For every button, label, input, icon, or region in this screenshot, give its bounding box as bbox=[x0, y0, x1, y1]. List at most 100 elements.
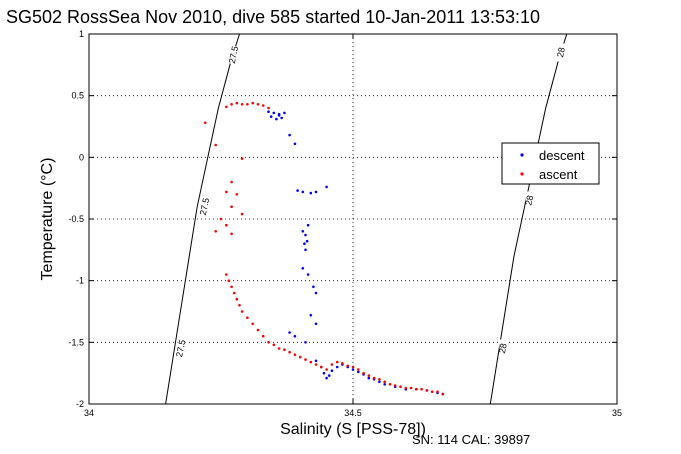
axis-ticks: 34 34.5 35 -2 -1.5 -1 -0.5 0 0.5 1 bbox=[68, 29, 622, 418]
data-point-descent bbox=[293, 142, 297, 146]
plot-area: 27.5 27.5 27.5 28 28 28 34 34.5 35 -2 -1.5 -1 -0.5 0… bbox=[68, 29, 622, 418]
data-point-ascent bbox=[235, 297, 239, 301]
data-point-ascent bbox=[246, 103, 249, 106]
data-point-descent bbox=[283, 111, 286, 115]
contour-label-gap bbox=[557, 43, 566, 62]
data-point-descent bbox=[383, 383, 387, 386]
data-point-descent bbox=[304, 341, 307, 344]
data-point-ascent bbox=[277, 347, 281, 350]
data-point-ascent bbox=[393, 384, 397, 387]
data-point-descent bbox=[288, 133, 291, 137]
data-point-descent bbox=[301, 267, 305, 270]
chart-title: SG502 RossSea Nov 2010, dive 585 started… bbox=[6, 7, 540, 27]
data-point-ascent bbox=[251, 101, 254, 105]
data-point-ascent bbox=[420, 387, 423, 391]
data-point-descent bbox=[309, 191, 313, 195]
data-point-ascent bbox=[225, 190, 228, 194]
data-point-descent bbox=[280, 116, 284, 120]
data-point-ascent bbox=[240, 212, 244, 216]
data-point-ascent bbox=[214, 230, 217, 233]
data-point-descent bbox=[378, 380, 381, 384]
data-point-ascent bbox=[251, 322, 254, 326]
data-point-ascent bbox=[309, 360, 313, 364]
legend: descent ascent bbox=[501, 142, 600, 185]
legend-label-ascent: ascent bbox=[539, 167, 578, 182]
data-point-descent bbox=[293, 334, 297, 338]
data-point-ascent bbox=[409, 386, 413, 390]
data-point-descent bbox=[314, 190, 318, 194]
data-point-ascent bbox=[378, 378, 381, 381]
legend-label-descent: descent bbox=[539, 148, 585, 163]
data-point-ascent bbox=[399, 385, 402, 389]
data-point-ascent bbox=[415, 387, 418, 391]
contour-label-gap bbox=[177, 339, 186, 358]
data-point-ascent bbox=[320, 365, 323, 369]
density-contour-line bbox=[165, 33, 240, 405]
data-point-descent bbox=[269, 115, 273, 118]
data-point-descent bbox=[330, 369, 334, 373]
x-tick-label: 35 bbox=[612, 408, 622, 418]
data-point-ascent bbox=[267, 106, 270, 110]
data-point-descent bbox=[335, 365, 339, 369]
data-point-ascent bbox=[288, 350, 291, 354]
contour-label-gap bbox=[499, 339, 508, 358]
data-point-ascent bbox=[230, 232, 233, 236]
data-point-descent bbox=[309, 313, 313, 317]
contour-label: 28 bbox=[523, 194, 535, 206]
data-point-descent bbox=[304, 248, 307, 252]
density-contours: 27.5 27.5 27.5 28 28 28 bbox=[165, 33, 568, 405]
data-point-ascent bbox=[304, 358, 307, 361]
data-point-ascent bbox=[335, 360, 339, 364]
data-point-descent bbox=[367, 376, 371, 380]
y-tick-label: -1 bbox=[76, 276, 84, 286]
data-point-ascent bbox=[367, 374, 371, 377]
data-point-ascent bbox=[225, 105, 228, 109]
contour-label: 27.5 bbox=[227, 45, 240, 64]
x-tick-label: 34.5 bbox=[344, 408, 362, 418]
data-series bbox=[203, 101, 445, 396]
data-point-ascent bbox=[230, 103, 233, 106]
data-point-ascent bbox=[238, 304, 241, 307]
legend-marker-descent bbox=[520, 153, 524, 157]
data-point-ascent bbox=[227, 279, 231, 283]
data-point-ascent bbox=[293, 353, 297, 357]
data-point-ascent bbox=[272, 343, 276, 347]
data-point-descent bbox=[357, 370, 360, 374]
y-tick-label: -0.5 bbox=[68, 214, 84, 224]
data-point-ascent bbox=[267, 341, 270, 344]
legend-marker-ascent bbox=[520, 172, 524, 176]
data-point-descent bbox=[288, 331, 291, 334]
data-point-ascent bbox=[261, 104, 265, 107]
data-point-descent bbox=[301, 230, 305, 233]
data-point-descent bbox=[275, 117, 278, 121]
data-point-ascent bbox=[372, 376, 376, 380]
data-point-descent bbox=[303, 242, 306, 245]
data-point-descent bbox=[312, 285, 315, 289]
density-contour-line bbox=[489, 33, 568, 405]
x-axis-label: Salinity (S [PSS-78]) bbox=[280, 421, 426, 438]
data-point-ascent bbox=[230, 180, 233, 184]
data-point-ascent bbox=[341, 362, 344, 365]
data-point-ascent bbox=[314, 363, 318, 366]
x-tick-label: 34 bbox=[84, 408, 94, 418]
data-point-ascent bbox=[283, 348, 286, 352]
contour-label-gap bbox=[201, 197, 210, 216]
data-point-ascent bbox=[230, 285, 233, 289]
data-point-descent bbox=[314, 291, 318, 295]
y-tick-label: 0 bbox=[79, 152, 84, 162]
data-point-descent bbox=[314, 359, 318, 363]
data-point-descent bbox=[296, 189, 299, 192]
y-tick-label: 0.5 bbox=[71, 91, 84, 101]
data-point-ascent bbox=[346, 364, 350, 368]
data-point-ascent bbox=[232, 291, 236, 295]
data-point-ascent bbox=[225, 223, 228, 227]
data-point-ascent bbox=[230, 205, 233, 208]
data-point-ascent bbox=[298, 355, 302, 359]
data-point-descent bbox=[277, 114, 281, 117]
y-axis-label: Temperature (°C) bbox=[39, 158, 56, 281]
y-tick-label: -1.5 bbox=[68, 337, 84, 347]
legend-box bbox=[501, 142, 600, 185]
data-point-ascent bbox=[261, 334, 265, 338]
data-point-ascent bbox=[203, 121, 207, 125]
data-point-descent bbox=[272, 111, 276, 115]
